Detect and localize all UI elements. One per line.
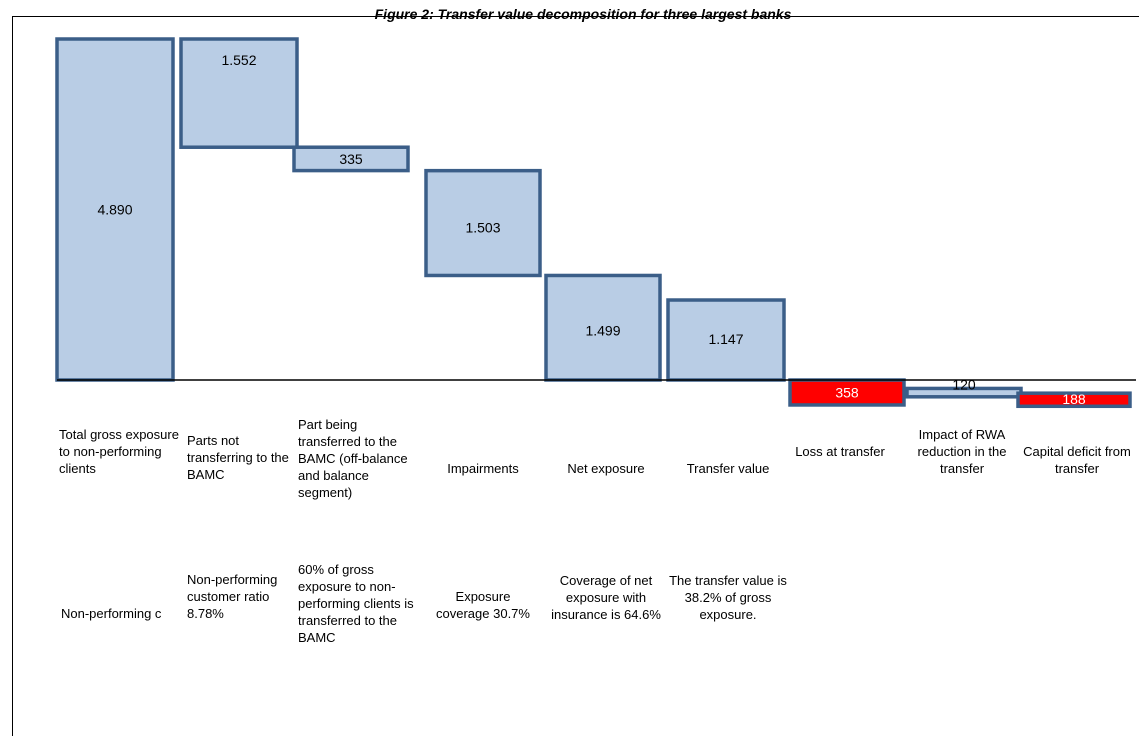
- data-label-6: 1.147: [708, 331, 743, 347]
- data-label-1: 4.890: [97, 202, 132, 218]
- bar-3: [292, 145, 410, 173]
- bar-6: [666, 298, 786, 382]
- data-label-8: 120: [952, 376, 976, 392]
- category-label-3: Part being transferred to the BAMC (off-…: [298, 417, 408, 500]
- category-label-4: Impairments: [447, 461, 519, 476]
- note-label-3: 60% of gross exposure to non-performing …: [298, 562, 414, 645]
- data-label-7: 358: [835, 384, 859, 400]
- note-label-6: The transfer value is 38.2% of gross exp…: [669, 573, 787, 622]
- chart-frame: Figure 2: Transfer value decomposition f…: [12, 6, 1139, 736]
- bar-1: [55, 37, 175, 382]
- category-label-2: Parts not transferring to the BAMC: [187, 433, 289, 482]
- bar-2: [179, 37, 299, 149]
- note-label-4: Exposure coverage 30.7%: [436, 589, 530, 621]
- bar-5: [544, 273, 662, 382]
- bar-4: [424, 168, 542, 278]
- category-label-1: Total gross exposure to non-performing c…: [59, 427, 179, 476]
- data-label-4: 1.503: [465, 220, 500, 236]
- category-label-9: Capital deficit from transfer: [1023, 444, 1131, 476]
- category-label-8: Impact of RWA reduction in the transfer: [917, 427, 1007, 476]
- waterfall-chart: 4.890 1.552 335 1.503 1.499 1.147 358 120 188: [55, 37, 1136, 409]
- data-label-5: 1.499: [585, 322, 620, 338]
- chart-title: Figure 2: Transfer value decomposition f…: [374, 6, 792, 22]
- data-label-2: 1.552: [221, 52, 256, 68]
- data-label-9: 188: [1062, 391, 1086, 407]
- note-label-1: Non-performing c: [61, 606, 162, 621]
- category-label-6: Transfer value: [686, 461, 770, 476]
- category-label-5: Net exposure: [567, 461, 645, 476]
- data-label-3: 335: [339, 151, 363, 167]
- note-label-2: Non-performing customer ratio 8.78%: [187, 572, 278, 621]
- bar-9: [1016, 391, 1132, 409]
- note-label-5: Coverage of net exposure with insurance …: [551, 573, 661, 622]
- category-label-7: Loss at transfer: [795, 444, 885, 459]
